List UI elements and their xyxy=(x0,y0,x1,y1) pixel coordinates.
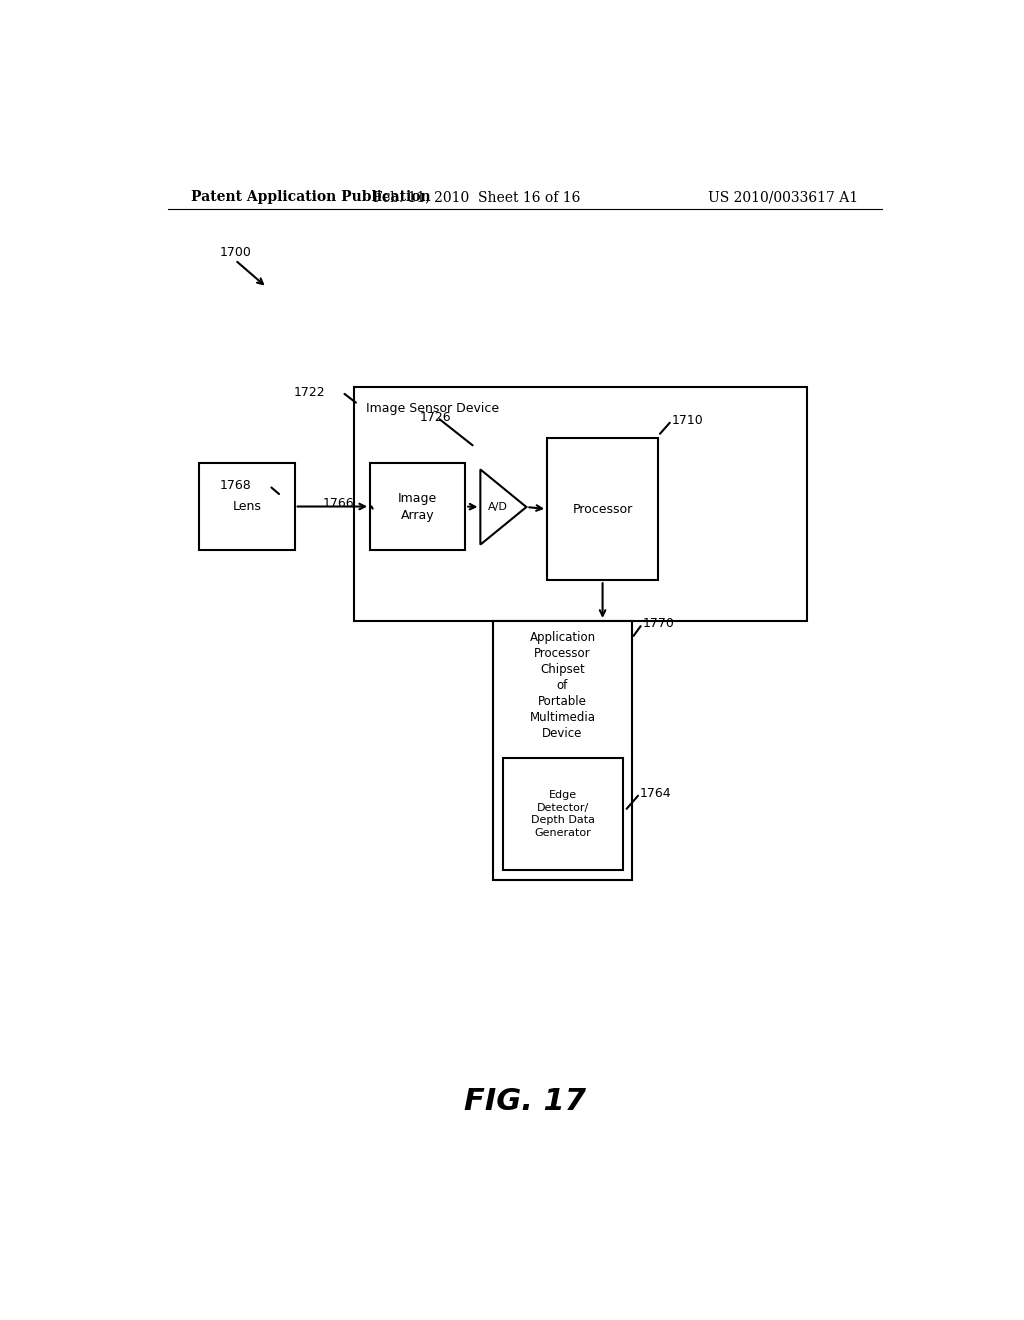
Text: Edge
Detector/
Depth Data
Generator: Edge Detector/ Depth Data Generator xyxy=(530,791,595,838)
Polygon shape xyxy=(480,470,526,545)
Text: Lens: Lens xyxy=(232,500,261,513)
Text: FIG. 17: FIG. 17 xyxy=(464,1088,586,1117)
Bar xyxy=(547,438,658,581)
Bar xyxy=(494,620,632,880)
Text: 1722: 1722 xyxy=(293,385,325,399)
Text: Application
Processor
Chipset
of
Portable
Multimedia
Device: Application Processor Chipset of Portabl… xyxy=(529,631,596,741)
Text: Feb. 11, 2010  Sheet 16 of 16: Feb. 11, 2010 Sheet 16 of 16 xyxy=(374,190,581,205)
Bar xyxy=(354,387,807,620)
Text: US 2010/0033617 A1: US 2010/0033617 A1 xyxy=(708,190,858,205)
Text: 1766: 1766 xyxy=(323,498,354,511)
Text: Processor: Processor xyxy=(572,503,633,516)
Text: 1710: 1710 xyxy=(672,414,703,428)
Bar xyxy=(370,463,465,549)
Text: 1768: 1768 xyxy=(219,479,251,492)
Text: A/D: A/D xyxy=(487,502,508,512)
Text: Image Sensor Device: Image Sensor Device xyxy=(367,401,500,414)
Bar xyxy=(200,463,295,549)
Bar xyxy=(503,758,624,870)
Text: 1764: 1764 xyxy=(640,787,672,800)
Text: 1770: 1770 xyxy=(642,618,674,631)
Text: 1700: 1700 xyxy=(219,247,251,260)
Text: Patent Application Publication: Patent Application Publication xyxy=(191,190,431,205)
Text: 1726: 1726 xyxy=(420,411,452,424)
Text: Image
Array: Image Array xyxy=(398,491,437,521)
